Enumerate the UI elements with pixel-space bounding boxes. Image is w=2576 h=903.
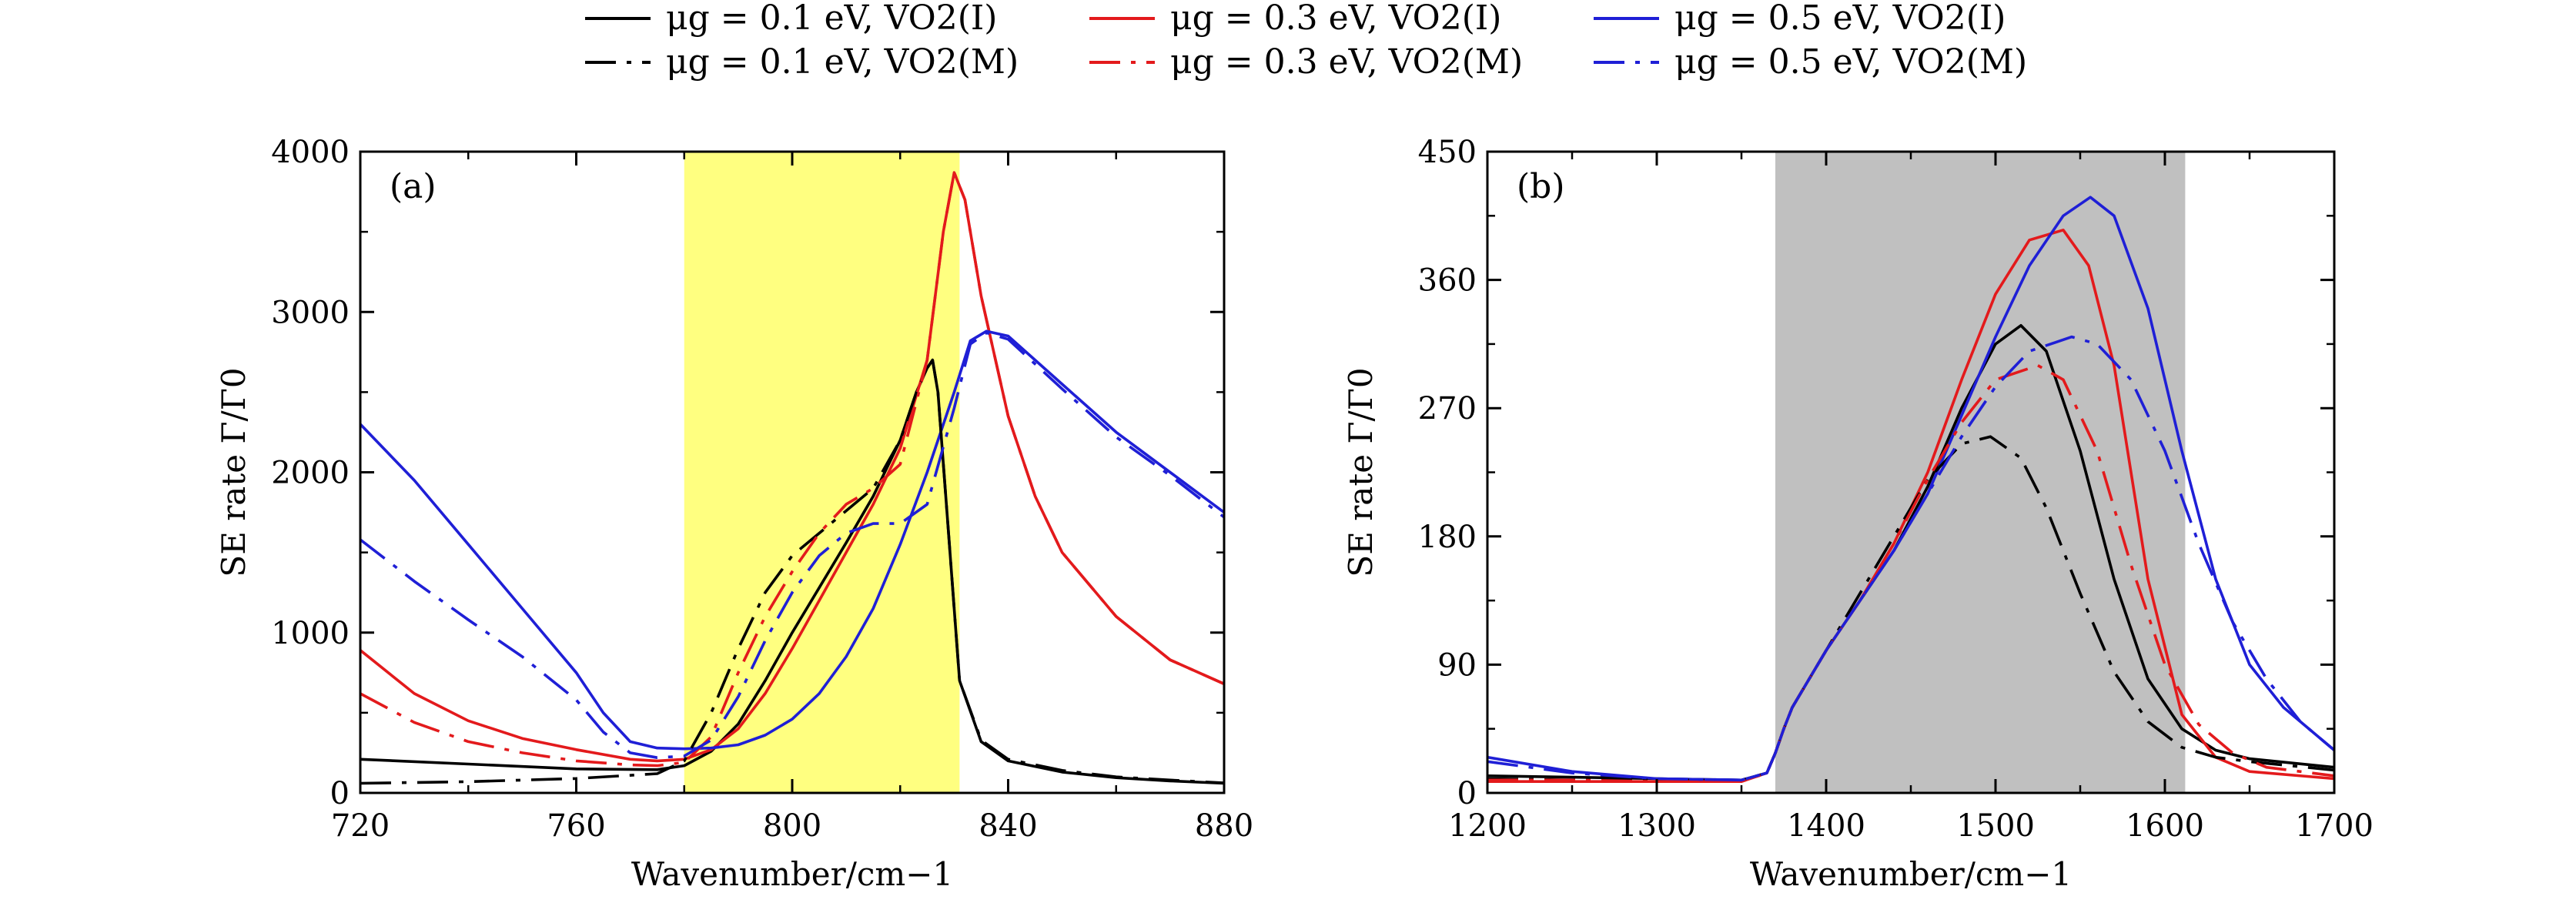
x-tick-label: 1600 [2126,808,2204,844]
panel-label: (b) [1517,167,1565,206]
x-tick-label: 1500 [1956,808,2035,844]
series-line-3 [360,329,1224,751]
series-line-4 [360,358,1224,785]
x-tick-label: 1200 [1448,808,1527,844]
panel-a: 720 760 800 840 880 0 1000 2000 3000 4000 (a) Waven… [215,135,1253,893]
series-group [360,171,1224,785]
y-tick-label: 450 [1418,135,1477,170]
x-tick-label: 840 [979,808,1037,844]
y-tick-label: 0 [1457,776,1477,811]
y-tick-label: 90 [1437,647,1477,683]
y-tick-label: 360 [1418,263,1477,299]
legend: μg = 0.1 eV, VO2(I) μg = 0.3 eV, VO2(I) μg… [585,0,2027,82]
legend-label: μg = 0.5 eV, VO2(I) [1674,0,2006,38]
legend-label: μg = 0.3 eV, VO2(M) [1170,42,1523,82]
series-line-6 [1487,335,2334,782]
y-tick-label: 2000 [271,456,350,491]
legend-entry: μg = 0.3 eV, VO2(I) [1089,0,1501,38]
legend-label: μg = 0.3 eV, VO2(I) [1170,0,1501,38]
y-tick-label: 180 [1418,520,1477,555]
shaded-band [684,152,960,793]
series-line-5 [360,171,1224,768]
x-tick-label: 720 [331,808,390,844]
series-line-3 [1487,196,2334,782]
x-axis-label: Wavenumber/cm−1 [631,855,953,893]
legend-label: μg = 0.1 eV, VO2(M) [666,42,1019,82]
x-tick-label: 1400 [1787,808,1865,844]
series-group [1487,196,2334,783]
series-line-6 [360,331,1224,759]
panel-label: (a) [390,167,437,206]
legend-entry: μg = 0.5 eV, VO2(M) [1594,42,2027,82]
y-axis-label: SE rate Γ/Γ0 [1342,367,1380,577]
y-tick-label: 270 [1418,391,1477,426]
x-tick-label: 880 [1195,808,1253,844]
y-tick-label: 4000 [271,135,350,170]
x-axis-label: Wavenumber/cm−1 [1750,855,2072,893]
y-tick-label: 0 [330,776,350,811]
x-tick-label: 1300 [1618,808,1696,844]
legend-label: μg = 0.5 eV, VO2(M) [1674,42,2027,82]
x-tick-label: 760 [547,808,605,844]
legend-entry: μg = 0.5 eV, VO2(I) [1594,0,2006,38]
legend-label: μg = 0.1 eV, VO2(I) [666,0,997,38]
legend-entry: μg = 0.1 eV, VO2(M) [585,42,1019,82]
x-tick-label: 1700 [2295,808,2374,844]
legend-entry: μg = 0.3 eV, VO2(M) [1089,42,1523,82]
panel-b: 1200 1300 1400 1500 1600 1700 0 90 180 270 360 450 (… [1342,135,2374,893]
y-tick-label: 3000 [271,295,350,330]
series-line-1 [360,358,1224,785]
x-tick-label: 800 [763,808,821,844]
shaded-band [1775,152,2186,793]
legend-entry: μg = 0.1 eV, VO2(I) [585,0,997,38]
y-tick-label: 1000 [271,616,350,651]
y-axis-label: SE rate Γ/Γ0 [215,367,253,577]
